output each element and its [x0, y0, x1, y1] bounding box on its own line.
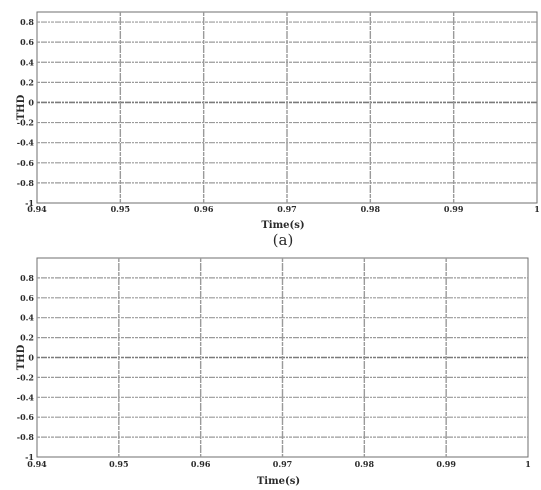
x-tick-label: 0.95: [109, 459, 128, 469]
x-tick-label: 0.97: [273, 459, 292, 469]
y-tick-label: -1: [25, 452, 34, 462]
x-tick-label: 1: [534, 204, 540, 214]
y-tick-label: 0.2: [20, 333, 34, 343]
x-tick-label: 0.95: [111, 204, 130, 214]
y-axis-label: THD: [16, 344, 27, 370]
y-tick-label: -0.6: [17, 158, 35, 168]
x-axis-label: Time(s): [261, 220, 304, 231]
y-tick-label: -0.4: [17, 138, 35, 148]
x-tick-label: 0.96: [191, 459, 211, 469]
y-tick-label: 0.8: [20, 17, 34, 27]
x-tick-label: 0.98: [361, 204, 381, 214]
x-tick-label: 0.94: [27, 459, 47, 469]
y-tick-label: 0.4: [20, 313, 34, 323]
y-tick-label: -1: [25, 198, 34, 208]
y-tick-label: 0: [28, 353, 34, 363]
y-tick-label: -0.6: [17, 412, 35, 422]
x-axis-label: Time(s): [257, 476, 300, 487]
y-tick-label: -0.8: [17, 178, 35, 188]
x-tick-label: 0.96: [194, 204, 214, 214]
x-tick-label: 0.97: [277, 204, 296, 214]
y-axis-label: THD: [16, 94, 27, 120]
y-tick-label: -0.4: [17, 392, 35, 402]
y-tick-label: 0.6: [20, 37, 34, 47]
chart-panel-2: 0.8 0.6 0.4 0.2 0 -0.2 -0.4 -0.6 -0.8 -10.94 0.95 0…: [16, 257, 531, 487]
y-tick-label: 0.2: [20, 77, 34, 87]
y-tick-label: -0.2: [17, 372, 34, 382]
y-tick-label: 0.6: [20, 293, 34, 303]
panel-caption: (a): [273, 231, 294, 249]
x-tick-label: 0.99: [436, 459, 456, 469]
x-tick-label: 0.94: [27, 204, 47, 214]
y-tick-label: -0.8: [17, 432, 35, 442]
chart-panel-1: 0.8 0.6 0.4 0.2 0 -0.2 -0.4 -0.6 -0.8 -10.94 0.95 0…: [16, 11, 540, 249]
y-tick-label: 0.8: [20, 273, 34, 283]
y-tick-label: -0.2: [17, 118, 34, 128]
y-tick-label: 0: [28, 97, 34, 107]
x-tick-label: 0.98: [355, 459, 375, 469]
y-tick-label: 0.4: [20, 57, 34, 67]
x-tick-label: 1: [525, 459, 531, 469]
x-tick-label: 0.99: [444, 204, 464, 214]
